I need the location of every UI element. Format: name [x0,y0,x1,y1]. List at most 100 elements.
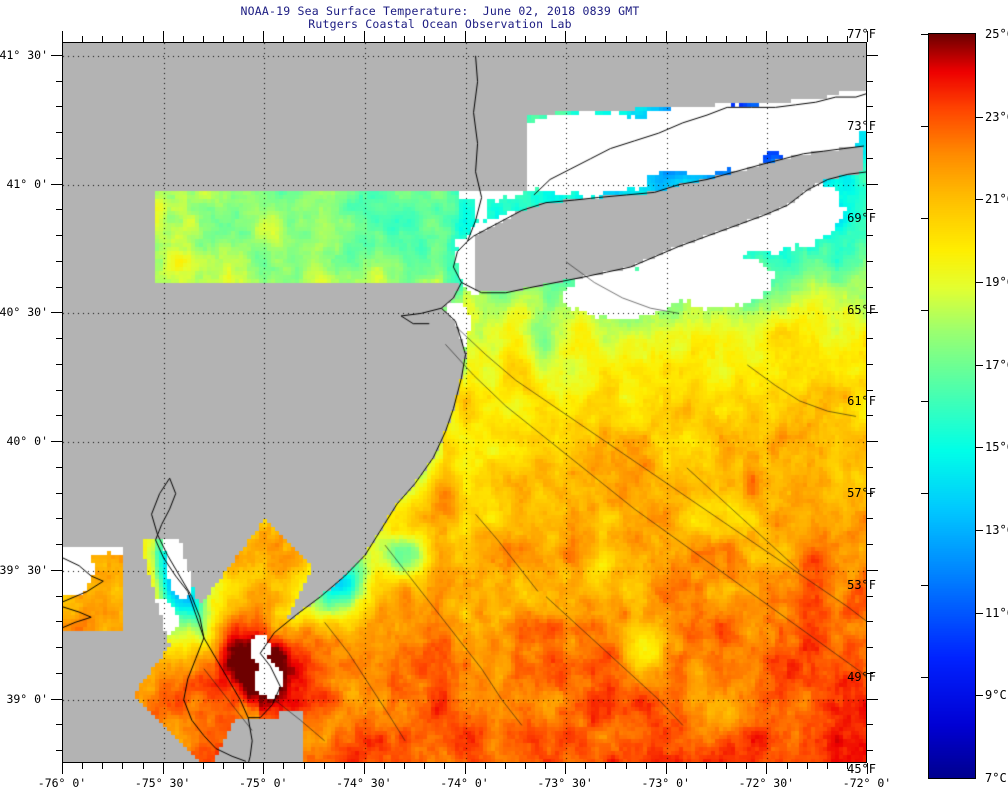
longitude-tick-top [363,31,365,42]
latitude-tick [56,157,62,159]
longitude-tick [826,763,828,769]
latitude-tick-right [867,544,873,546]
colorbar-tick-celsius [976,282,983,283]
longitude-tick-top [545,36,546,42]
latitude-tick-right [867,183,878,185]
latitude-tick [56,621,62,623]
longitude-tick-top [323,36,325,42]
latitude-tick-right [867,569,878,571]
latitude-tick [51,569,62,571]
longitude-tick-top [726,36,728,42]
longitude-tick-top [62,31,63,42]
latitude-tick [56,595,62,597]
longitude-tick [102,763,104,769]
longitude-tick-top [524,36,526,42]
longitude-tick-top [444,36,446,42]
latitude-tick [51,183,62,185]
longitude-tick [504,763,506,769]
colorbar-tick-fahrenheit [921,217,928,219]
colorbar-label-fahrenheit: 57°F [847,486,876,501]
longitude-tick [384,763,385,769]
latitude-tick [56,647,62,649]
latitude-tick-right [867,312,878,314]
longitude-tick [685,763,687,769]
longitude-tick [162,763,164,774]
longitude-tick [565,763,567,774]
colorbar-tick-fahrenheit [921,401,928,403]
longitude-tick [343,763,345,769]
latitude-tick [56,363,62,365]
latitude-tick [56,724,62,726]
longitude-tick [786,763,788,769]
latitude-tick [56,260,62,262]
latitude-tick-right [867,595,873,597]
longitude-tick [867,763,868,774]
colorbar-label-fahrenheit: 49°F [847,669,876,684]
longitude-label: -74° 0' [440,776,489,790]
latitude-tick [56,750,62,752]
longitude-tick [323,763,325,769]
longitude-tick [202,763,204,769]
longitude-label: -75° 30' [134,776,191,790]
longitude-tick-top [706,36,707,42]
longitude-tick-top [343,36,345,42]
longitude-tick [706,763,707,769]
colorbar-canvas [929,34,975,778]
longitude-tick-top [182,36,184,42]
map-plot-area[interactable] [62,42,867,763]
colorbar-label-celsius: 13°C [985,523,1008,537]
longitude-tick-top [223,36,224,42]
colorbar-tick-celsius [976,612,983,614]
latitude-tick-right [867,698,878,700]
longitude-tick-top [243,36,245,42]
longitude-tick [363,763,365,774]
longitude-tick [283,763,285,769]
longitude-axis-top [62,30,868,42]
chart-title: NOAA-19 Sea Surface Temperature: June 02… [240,4,640,18]
colorbar-label-fahrenheit: 73°F [847,118,876,133]
latitude-tick [56,80,62,82]
longitude-tick-top [384,36,385,42]
longitude-tick-top [565,31,567,42]
longitude-tick [142,763,144,769]
longitude-tick-top [142,36,144,42]
latitude-tick-right [867,286,873,288]
longitude-tick [263,763,265,774]
latitude-label: 41° 30' [0,47,48,62]
longitude-tick-top [605,36,607,42]
longitude-tick [846,763,848,769]
colorbar-label-celsius: 17°C [985,357,1008,372]
longitude-tick [524,763,526,769]
latitude-tick-right [867,621,873,623]
chart-subtitle: Rutgers Coastal Ocean Observation Lab [308,17,572,31]
longitude-tick [645,763,647,769]
latitude-tick [56,518,62,520]
latitude-tick [56,338,62,340]
longitude-label: -73° 30' [537,776,593,790]
longitude-tick-top [283,36,285,42]
latitude-tick-right [867,518,873,520]
latitude-tick-right [867,106,873,108]
colorbar-label-fahrenheit: 69°F [847,210,876,225]
latitude-tick-right [867,157,873,159]
latitude-tick [51,698,62,700]
longitude-tick [82,763,84,769]
colorbar-label-celsius: 19°C [985,275,1008,289]
latitude-tick [56,672,62,674]
latitude-tick-right [867,672,873,674]
latitude-tick [56,106,62,108]
longitude-tick-top [685,36,687,42]
latitude-tick-right [867,647,873,649]
latitude-tick-right [867,750,873,752]
longitude-tick-top [665,31,667,42]
colorbar-label-fahrenheit: 61°F [847,394,876,409]
latitude-tick-right [867,338,873,340]
longitude-tick [182,763,184,769]
longitude-tick [746,763,748,769]
longitude-tick-top [202,36,204,42]
latitude-tick-right [867,415,873,417]
latitude-tick-right [867,235,873,237]
longitude-label: -72° 0' [842,776,892,790]
colorbar-tick-fahrenheit [921,493,928,495]
colorbar-label-fahrenheit: 77°F [847,27,876,41]
